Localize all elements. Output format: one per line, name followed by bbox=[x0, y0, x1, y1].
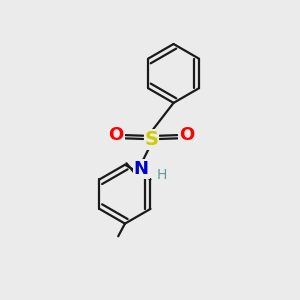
Text: N: N bbox=[134, 160, 149, 178]
Text: H: H bbox=[157, 168, 167, 182]
Text: O: O bbox=[179, 126, 194, 144]
Text: O: O bbox=[109, 126, 124, 144]
Text: S: S bbox=[145, 130, 158, 149]
